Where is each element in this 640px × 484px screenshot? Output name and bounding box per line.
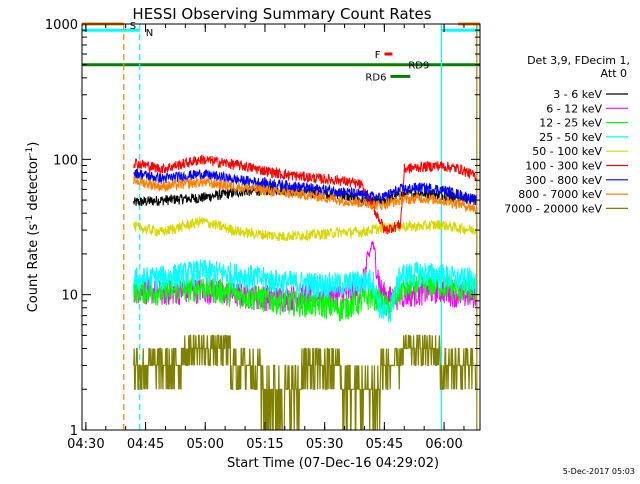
footer-date: 5-Dec-2017 05:03 — [563, 467, 635, 476]
series-lines — [133, 154, 477, 431]
legend-header-line-1: Det 3,9, FDecim 1, — [527, 54, 630, 67]
y-label-sup-2: -1 — [25, 147, 35, 156]
legend-label-4: 50 - 100 keV — [532, 145, 602, 158]
flag-label-flare: F — [375, 50, 381, 61]
legend-label-1: 6 - 12 keV — [546, 102, 602, 115]
x-axis-label: Start Time (07-Dec-16 04:29:02) — [227, 456, 439, 471]
series-line-5 — [133, 154, 477, 235]
legend-label-6: 300 - 800 keV — [525, 174, 602, 187]
legend-label-3: 25 - 50 keV — [539, 131, 602, 144]
legend-label-0: 3 - 6 keV — [553, 88, 602, 101]
x-tick-label-4: 05:30 — [306, 437, 343, 452]
series-line-4 — [133, 216, 477, 243]
series-line-7 — [133, 175, 477, 214]
flag-label-night: N — [146, 28, 153, 39]
flag-label-rd6: RD6 — [365, 72, 386, 83]
y-tick-label-1: 10 — [61, 289, 78, 304]
series-line-6 — [133, 168, 477, 206]
chart-title: HESSI Observing Summary Count Rates — [132, 5, 431, 23]
flag-labels: SN F RD9 RD6 — [130, 21, 430, 83]
series-line-8 — [133, 334, 477, 431]
series-line-3 — [133, 259, 477, 323]
y-tick-label-3: 1000 — [45, 18, 78, 33]
y-tick-label-0: 1 — [70, 424, 78, 439]
y-label-part-3: ) — [26, 142, 41, 147]
x-axis: 04:30 04:45 05:00 05:15 05:30 05:45 06:00 — [67, 24, 465, 452]
y-axis-label: Count Rate (s-1 detector-1) — [25, 142, 41, 313]
x-tick-label-3: 05:15 — [246, 437, 283, 452]
x-tick-label-5: 05:45 — [366, 437, 403, 452]
y-tick-label-2: 100 — [53, 153, 78, 168]
plot-frame — [81, 23, 481, 431]
plot-area — [82, 22, 480, 431]
legend-label-7: 800 - 7000 keV — [518, 188, 602, 201]
y-axis: 1 10 100 1000 — [45, 18, 480, 439]
x-tick-label-1: 04:45 — [127, 437, 164, 452]
legend-label-2: 12 - 25 keV — [539, 117, 602, 130]
y-label-sup-1: -1 — [25, 215, 35, 224]
legend-header-line-2: Att 0 — [601, 67, 627, 80]
y-label-part-2: detector — [26, 155, 41, 215]
x-tick-label-6: 06:00 — [425, 437, 462, 452]
x-tick-label-0: 04:30 — [67, 437, 104, 452]
flag-label-saa: S — [130, 21, 136, 32]
x-tick-label-2: 05:00 — [187, 437, 224, 452]
flag-label-rd9: RD9 — [408, 61, 429, 72]
legend-label-8: 7000 - 20000 keV — [504, 202, 602, 215]
legend-label-5: 100 - 300 keV — [525, 160, 602, 173]
y-label-part-1: Count Rate (s — [26, 224, 41, 313]
